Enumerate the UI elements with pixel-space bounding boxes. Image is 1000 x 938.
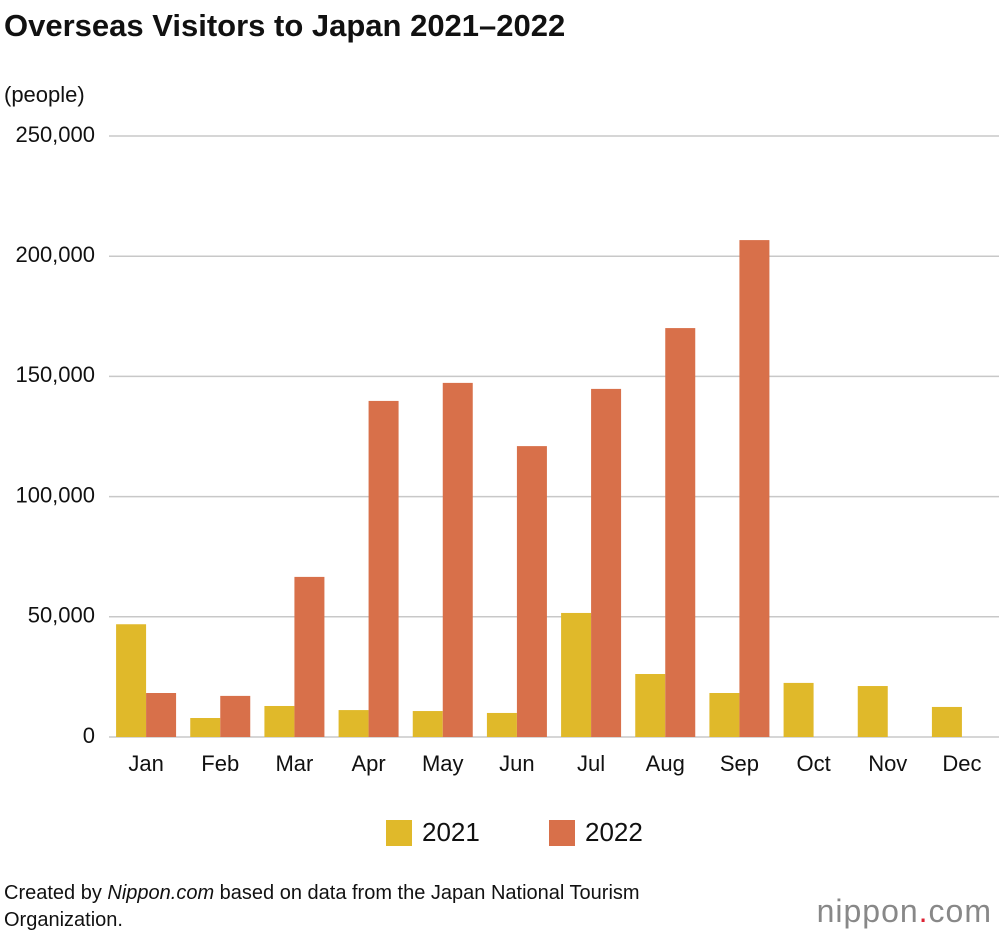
y-tick-label: 250,000 [15, 122, 95, 147]
x-tick-label: Oct [796, 751, 830, 776]
source-text: Created by [4, 882, 108, 904]
logo-text: . [918, 893, 929, 929]
bar [412, 711, 443, 737]
legend-swatch [386, 820, 412, 846]
y-axis-label: (people) [4, 82, 85, 107]
bar [190, 718, 221, 737]
bar [146, 693, 177, 737]
bar [635, 674, 666, 737]
chart-title: Overseas Visitors to Japan 2021–2022 [4, 8, 565, 43]
bar [783, 682, 814, 737]
bar [591, 388, 622, 737]
bar [561, 612, 592, 737]
x-tick-label: Aug [646, 751, 685, 776]
y-tick-label: 150,000 [15, 362, 95, 387]
y-tick-label: 50,000 [28, 603, 95, 628]
bar [931, 706, 962, 737]
bar [516, 446, 547, 737]
x-tick-label: Jul [577, 751, 605, 776]
logo: nippon.com [817, 893, 992, 930]
source-text: based on data from the Japan National To… [4, 882, 640, 931]
x-tick-label: Apr [351, 751, 385, 776]
bar [665, 328, 696, 737]
bar [264, 705, 295, 737]
source-note: Created by Nippon.com based on data from… [4, 880, 724, 934]
x-tick-label: Dec [942, 751, 981, 776]
source-text: Nippon.com [107, 882, 215, 904]
x-tick-label: Sep [720, 751, 759, 776]
chart: Overseas Visitors to Japan 2021–2022 (pe… [4, 8, 999, 847]
bar [116, 624, 147, 737]
y-tick-label: 100,000 [15, 482, 95, 507]
x-tick-label: Jun [499, 751, 534, 776]
bar [857, 686, 888, 737]
x-tick-label: Feb [201, 751, 239, 776]
legend-swatch [549, 820, 575, 846]
bar [739, 240, 770, 737]
x-tick-label: Jan [128, 751, 163, 776]
bar [338, 710, 369, 737]
bar [486, 712, 517, 737]
y-tick-label: 200,000 [15, 242, 95, 267]
y-tick-label: 0 [83, 723, 95, 748]
bar [294, 576, 325, 737]
logo-text: nippon [816, 893, 919, 929]
x-tick-label: Mar [275, 751, 313, 776]
logo-text: com [928, 893, 992, 929]
legend-label: 2021 [422, 817, 480, 847]
bar [220, 695, 251, 737]
bar [368, 400, 399, 737]
bar [709, 693, 740, 737]
x-tick-label: May [422, 751, 464, 776]
legend-label: 2022 [585, 817, 643, 847]
x-tick-label: Nov [868, 751, 907, 776]
bar [442, 382, 473, 737]
